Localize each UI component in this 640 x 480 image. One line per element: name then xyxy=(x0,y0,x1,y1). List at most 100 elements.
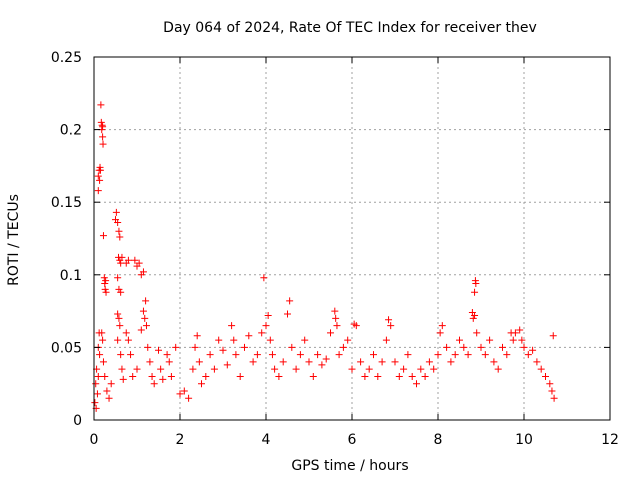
data-point xyxy=(114,336,122,344)
data-point xyxy=(490,358,498,366)
data-point xyxy=(176,390,184,398)
data-point xyxy=(301,336,309,344)
x-tick-label: 12 xyxy=(601,432,619,448)
data-point xyxy=(477,343,485,351)
data-point xyxy=(266,336,274,344)
y-tick-label: 0 xyxy=(73,413,82,429)
data-point xyxy=(464,351,472,359)
data-point xyxy=(215,336,223,344)
data-point xyxy=(96,351,104,359)
data-point xyxy=(139,268,147,276)
data-point xyxy=(391,358,399,366)
y-tick-label: 0.1 xyxy=(60,268,82,284)
data-point xyxy=(322,355,330,363)
data-point xyxy=(139,307,147,315)
data-point xyxy=(305,358,313,366)
data-point xyxy=(236,372,244,380)
data-point xyxy=(339,343,347,351)
data-point xyxy=(101,285,109,293)
data-point xyxy=(481,351,489,359)
data-point xyxy=(400,365,408,373)
data-point xyxy=(284,310,291,318)
data-point xyxy=(434,351,442,359)
data-point xyxy=(127,351,135,359)
data-point xyxy=(99,140,107,148)
data-point xyxy=(524,351,532,359)
data-point xyxy=(413,380,420,388)
data-point xyxy=(102,277,110,285)
data-point xyxy=(116,322,124,330)
data-point xyxy=(117,288,125,296)
data-point xyxy=(382,336,390,344)
data-point xyxy=(195,358,203,366)
data-point xyxy=(155,346,162,354)
data-point xyxy=(471,288,479,296)
data-point xyxy=(550,394,558,402)
data-point xyxy=(245,332,253,340)
data-point xyxy=(249,358,257,366)
x-axis-label: GPS time / hours xyxy=(291,458,408,474)
y-tick-label: 0.15 xyxy=(51,195,82,211)
data-point xyxy=(374,372,382,380)
data-point xyxy=(268,351,276,359)
data-point xyxy=(546,380,554,388)
data-point xyxy=(206,351,214,359)
data-point xyxy=(436,329,444,337)
data-point xyxy=(129,372,137,380)
data-point xyxy=(131,256,139,264)
data-point xyxy=(146,358,154,366)
data-point xyxy=(122,329,130,337)
data-point xyxy=(99,336,107,344)
data-point xyxy=(99,358,107,366)
data-point xyxy=(451,351,459,359)
chart-title: Day 064 of 2024, Rate Of TEC Index for r… xyxy=(163,20,537,36)
data-point xyxy=(456,336,463,344)
y-tick-label: 0.2 xyxy=(60,123,82,139)
data-points xyxy=(91,101,558,412)
axis-ticks xyxy=(93,56,611,421)
data-point xyxy=(387,322,395,330)
data-point xyxy=(96,166,104,174)
data-point xyxy=(318,361,326,369)
data-point xyxy=(114,310,122,318)
data-point xyxy=(486,336,494,344)
data-point xyxy=(185,394,193,402)
data-point xyxy=(124,256,132,264)
data-point xyxy=(511,329,519,337)
data-point xyxy=(117,351,125,359)
data-point xyxy=(331,307,339,315)
data-point xyxy=(425,358,433,366)
data-point xyxy=(94,187,102,195)
x-tick-label: 4 xyxy=(262,432,271,448)
data-point xyxy=(172,343,180,351)
data-point xyxy=(549,332,557,340)
data-point xyxy=(142,297,150,305)
x-tick-label: 10 xyxy=(515,432,533,448)
data-point xyxy=(258,329,266,337)
data-point xyxy=(288,343,296,351)
grid-lines xyxy=(94,57,610,420)
data-point xyxy=(537,365,545,373)
data-point xyxy=(279,358,287,366)
data-point xyxy=(144,343,152,351)
data-point xyxy=(198,380,205,388)
data-point xyxy=(327,329,334,337)
data-point xyxy=(533,358,541,366)
data-point xyxy=(408,372,416,380)
data-point xyxy=(159,375,167,383)
data-point xyxy=(494,365,502,373)
data-point xyxy=(447,358,455,366)
data-point xyxy=(119,375,127,383)
data-point xyxy=(157,365,165,373)
data-point xyxy=(99,232,107,240)
data-point xyxy=(230,336,238,344)
data-point xyxy=(112,208,120,216)
data-point xyxy=(473,329,481,337)
data-point xyxy=(92,380,100,388)
data-point xyxy=(296,351,304,359)
data-point xyxy=(262,322,270,330)
data-point xyxy=(352,322,360,330)
data-point xyxy=(260,274,268,282)
data-point xyxy=(142,322,150,330)
